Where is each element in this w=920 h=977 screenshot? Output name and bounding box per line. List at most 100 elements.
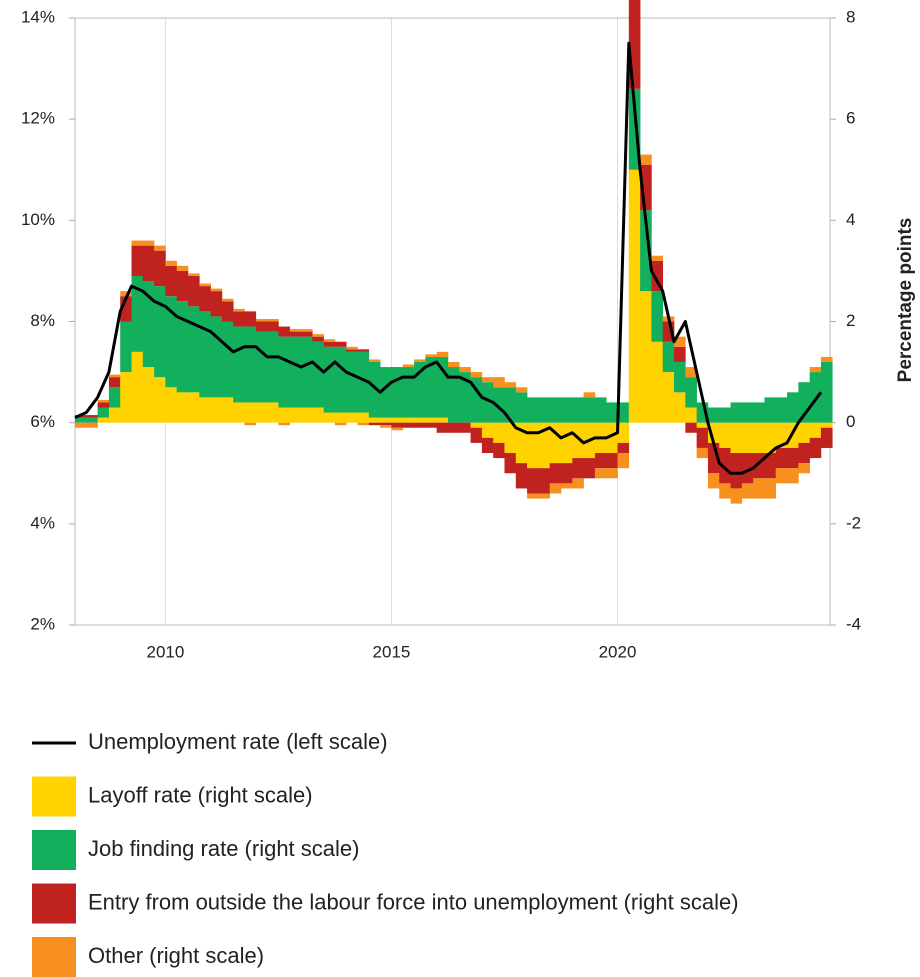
bar [651,291,664,342]
bar [380,422,392,426]
bar [696,447,709,459]
bar [764,453,777,479]
bar [357,349,370,352]
bar [131,245,144,276]
bar [753,422,765,454]
bar [651,260,664,292]
bar [357,412,370,423]
legend-label: Unemployment rate (left scale) [88,729,388,754]
bar [97,402,110,408]
bar [685,377,697,408]
bar [312,341,324,408]
bar [357,422,370,426]
bar [583,397,596,423]
bar [368,422,381,426]
bar [120,321,132,373]
bar [391,417,404,423]
bar [233,311,245,327]
bar [640,164,652,211]
bar [402,364,415,368]
bar [255,402,268,423]
bar [255,331,268,403]
bar [312,336,324,342]
bar [244,422,257,426]
bar [651,341,664,423]
bar [628,0,641,89]
bar [425,356,437,418]
bar [346,351,358,413]
bar [640,210,652,292]
bar [221,397,234,423]
bar [617,453,630,469]
bar [97,407,110,418]
bar [730,422,743,454]
bar [764,478,777,499]
bar [561,463,573,484]
bar [730,402,743,423]
bar [809,367,822,373]
bar [346,346,358,350]
bar [142,281,155,368]
bar [764,422,777,454]
bar [447,367,460,423]
bar [391,367,404,418]
bar [606,402,618,423]
bar [572,478,584,489]
bar [719,407,731,423]
bar [628,169,641,423]
bar [188,306,200,393]
line [74,41,823,475]
bar [787,392,799,423]
bar [504,422,517,454]
bar [323,339,336,342]
plot-frame [74,17,831,626]
bar [515,422,528,464]
bar [86,415,98,418]
bar [640,154,652,165]
legend-swatch [32,883,76,924]
legend-swatch [32,776,76,817]
bar [527,397,539,423]
bar [75,422,87,428]
bar [617,422,630,443]
bar [323,346,336,413]
y2-tick-label: 6 [846,109,855,128]
bar [221,301,234,322]
bar [820,361,833,423]
bar [425,417,437,423]
bar [719,483,731,499]
bar [685,407,697,423]
bar [301,336,313,408]
bar [447,361,460,368]
bar [436,351,449,357]
bar [493,377,505,388]
bar [674,346,686,362]
bar [402,417,415,423]
bar [142,367,155,423]
bar [97,417,110,423]
bar [561,397,573,423]
bar [515,392,528,423]
bar [696,427,709,448]
bar [199,311,211,398]
bar [108,377,121,388]
bar [210,316,223,398]
bar [707,473,720,489]
bar [188,273,200,276]
bar [662,321,675,342]
bar [730,488,743,504]
bar [142,240,155,246]
bar [380,425,392,428]
bar [685,422,697,433]
bar [809,422,822,438]
y2-axis-label: Percentage points [895,218,916,383]
bar [549,422,562,464]
bar [481,377,494,383]
bar [176,301,189,393]
bar [380,367,392,418]
bar [787,468,799,484]
bar [154,250,166,287]
bar [561,422,573,464]
y2-tick-label: 2 [846,311,855,330]
bar [459,422,471,433]
